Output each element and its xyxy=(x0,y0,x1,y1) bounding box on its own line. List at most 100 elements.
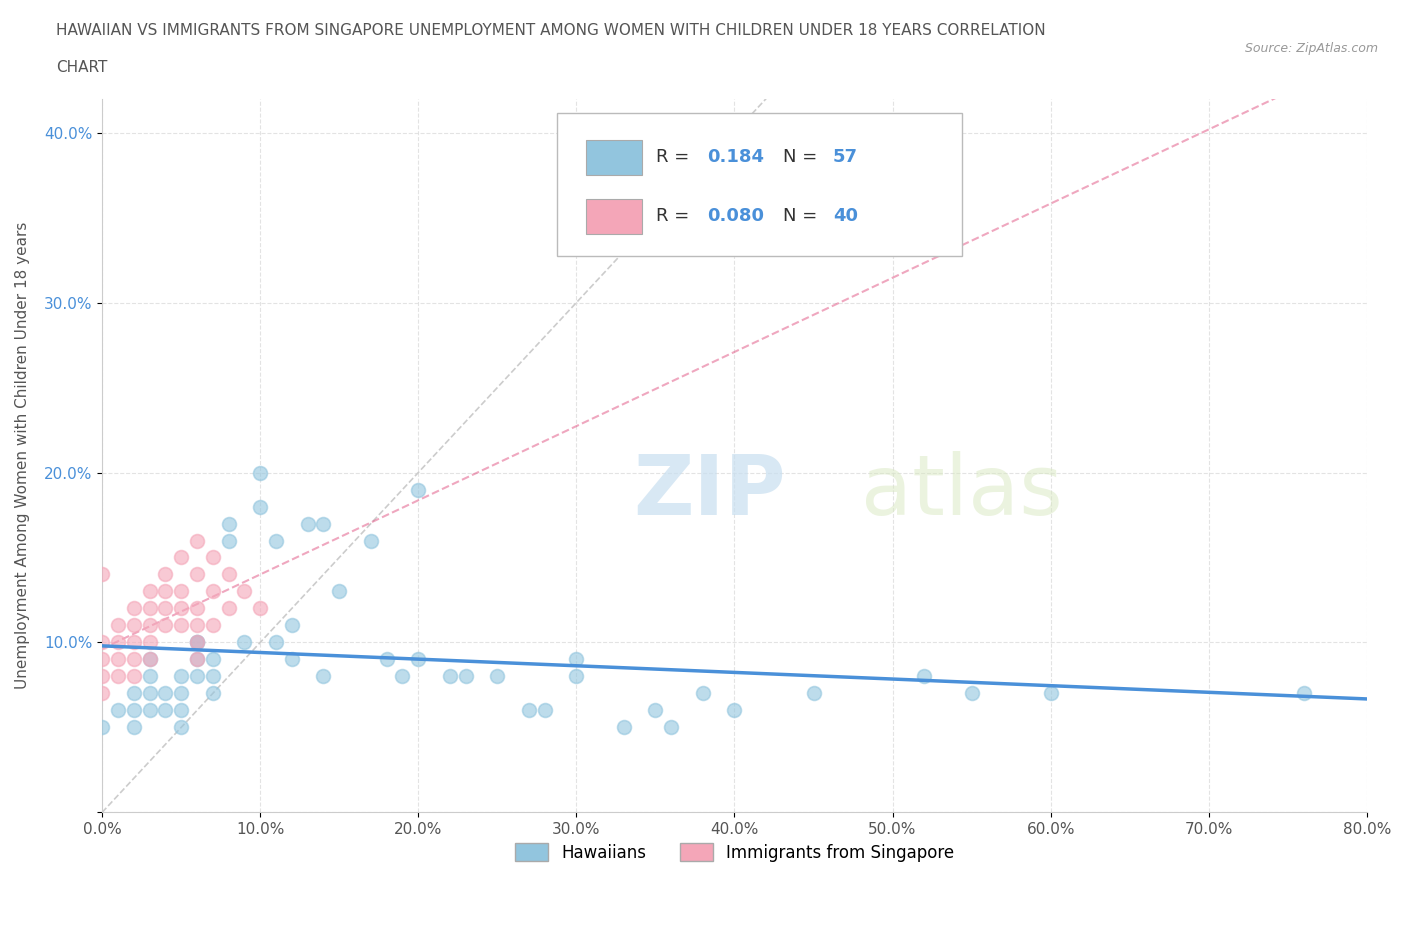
Point xyxy=(1039,686,1062,701)
Point xyxy=(249,499,271,514)
Point xyxy=(201,669,224,684)
Text: atlas: atlas xyxy=(860,451,1063,532)
Point xyxy=(186,635,208,650)
Point xyxy=(264,533,287,548)
Text: 0.184: 0.184 xyxy=(707,148,763,166)
Point xyxy=(107,652,129,667)
Point xyxy=(186,652,208,667)
Point xyxy=(138,703,160,718)
Point xyxy=(328,584,350,599)
Point xyxy=(360,533,382,548)
Point xyxy=(170,550,193,565)
Point xyxy=(107,618,129,633)
Point xyxy=(122,703,145,718)
Point xyxy=(138,635,160,650)
Point xyxy=(218,516,240,531)
Point xyxy=(122,635,145,650)
Point xyxy=(138,686,160,701)
Point xyxy=(122,686,145,701)
Text: Source: ZipAtlas.com: Source: ZipAtlas.com xyxy=(1244,42,1378,55)
Point xyxy=(122,652,145,667)
FancyBboxPatch shape xyxy=(586,199,643,234)
Point xyxy=(170,720,193,735)
Point xyxy=(170,618,193,633)
Point xyxy=(155,686,177,701)
Point xyxy=(201,686,224,701)
Point xyxy=(186,618,208,633)
Point xyxy=(186,533,208,548)
Text: HAWAIIAN VS IMMIGRANTS FROM SINGAPORE UNEMPLOYMENT AMONG WOMEN WITH CHILDREN UND: HAWAIIAN VS IMMIGRANTS FROM SINGAPORE UN… xyxy=(56,23,1046,38)
Text: R =: R = xyxy=(657,207,695,225)
Point xyxy=(170,601,193,616)
Point xyxy=(170,669,193,684)
Point xyxy=(122,669,145,684)
Point xyxy=(408,482,430,497)
Point xyxy=(122,601,145,616)
Point xyxy=(960,686,983,701)
Point xyxy=(565,652,588,667)
Point xyxy=(644,703,666,718)
Point xyxy=(439,669,461,684)
Point xyxy=(138,618,160,633)
Point xyxy=(186,567,208,582)
Text: N =: N = xyxy=(783,207,823,225)
Point xyxy=(155,601,177,616)
Y-axis label: Unemployment Among Women with Children Under 18 years: Unemployment Among Women with Children U… xyxy=(15,222,30,689)
Point xyxy=(138,584,160,599)
Point xyxy=(138,652,160,667)
Point xyxy=(155,567,177,582)
Point xyxy=(155,584,177,599)
Point xyxy=(249,465,271,480)
Text: R =: R = xyxy=(657,148,695,166)
Point xyxy=(186,635,208,650)
Point xyxy=(138,652,160,667)
Point xyxy=(170,703,193,718)
Point xyxy=(692,686,714,701)
Point xyxy=(122,720,145,735)
Point xyxy=(218,567,240,582)
Point xyxy=(218,533,240,548)
Point xyxy=(91,720,114,735)
Point xyxy=(138,601,160,616)
Point xyxy=(391,669,413,684)
Point xyxy=(565,669,588,684)
Point xyxy=(155,618,177,633)
Point xyxy=(186,652,208,667)
Point xyxy=(91,686,114,701)
Point xyxy=(186,635,208,650)
Point xyxy=(91,652,114,667)
Point xyxy=(186,601,208,616)
Point xyxy=(201,584,224,599)
Text: 40: 40 xyxy=(834,207,858,225)
Point xyxy=(107,669,129,684)
Point xyxy=(249,601,271,616)
Point xyxy=(1292,686,1315,701)
Point xyxy=(170,584,193,599)
Point xyxy=(107,635,129,650)
Text: N =: N = xyxy=(783,148,823,166)
FancyBboxPatch shape xyxy=(557,113,962,256)
Point xyxy=(122,618,145,633)
Point xyxy=(233,635,256,650)
Point xyxy=(375,652,398,667)
Point xyxy=(170,686,193,701)
Point xyxy=(312,516,335,531)
Point xyxy=(613,720,636,735)
Point xyxy=(138,669,160,684)
Text: ZIP: ZIP xyxy=(633,451,786,532)
Point xyxy=(281,652,304,667)
Point xyxy=(454,669,477,684)
Point xyxy=(517,703,540,718)
Point xyxy=(408,652,430,667)
Point xyxy=(155,703,177,718)
Point xyxy=(281,618,304,633)
Point xyxy=(486,669,509,684)
Point xyxy=(533,703,555,718)
Text: CHART: CHART xyxy=(56,60,108,75)
Point xyxy=(233,584,256,599)
Text: 0.080: 0.080 xyxy=(707,207,763,225)
Point xyxy=(91,669,114,684)
Point xyxy=(186,669,208,684)
Point xyxy=(723,703,745,718)
Point xyxy=(264,635,287,650)
